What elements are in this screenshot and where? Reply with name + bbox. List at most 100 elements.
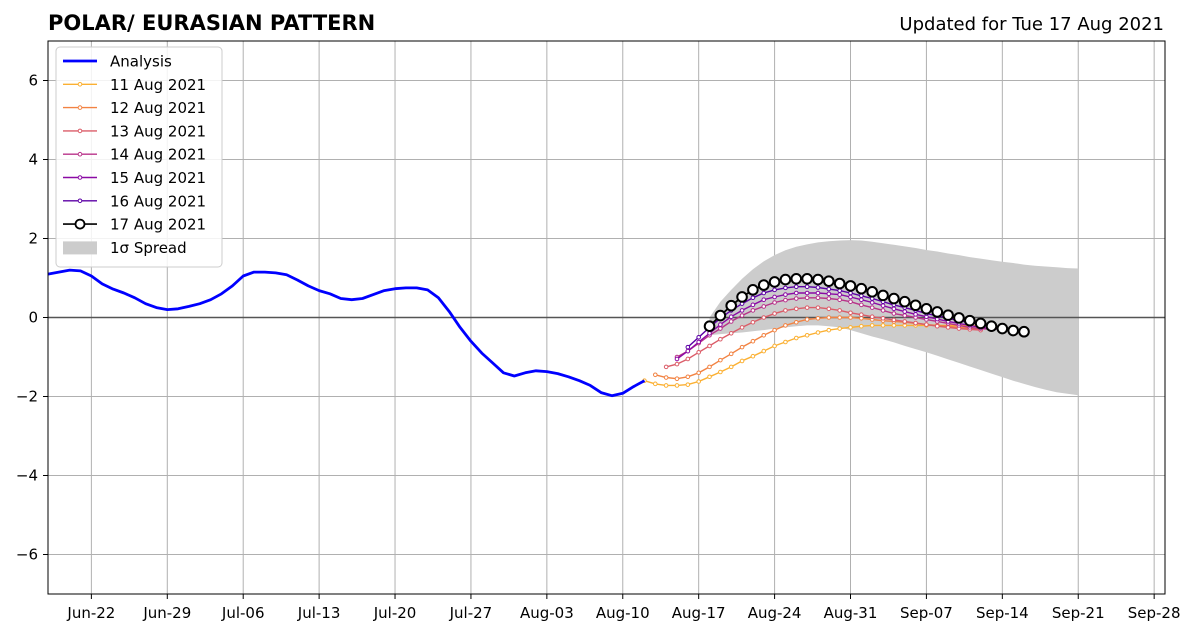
forecast-point [696, 339, 701, 345]
x-tick-label: Aug-24 [748, 604, 802, 622]
forecast-point [801, 272, 813, 285]
forecast-point [1018, 325, 1030, 338]
forecast-point [826, 327, 832, 333]
forecast-point [783, 323, 788, 328]
forecast-point [942, 309, 954, 321]
forecast-point [913, 312, 918, 317]
forecast-point [804, 295, 810, 301]
forecast-point [880, 323, 886, 328]
legend-marker [77, 128, 83, 134]
forecast-point [783, 285, 788, 291]
forecast-point [859, 323, 864, 329]
forecast-point [761, 348, 767, 354]
forecast-point [696, 334, 701, 340]
x-tick-label: Jun-29 [142, 604, 191, 622]
legend: Analysis 11 Aug 2021 12 Aug 2021 13 Aug 202… [55, 46, 223, 268]
forecast-point [877, 289, 889, 302]
forecast-point [855, 282, 868, 295]
forecast-point [750, 308, 756, 313]
forecast-point [750, 338, 756, 344]
forecast-point [826, 296, 832, 301]
forecast-point [815, 315, 821, 321]
y-tick-label: −4 [16, 467, 38, 485]
forecast-point [728, 319, 734, 324]
forecast-point [880, 303, 886, 308]
forecast-point [663, 364, 669, 370]
forecast-point [815, 330, 821, 335]
legend-marker [77, 175, 83, 180]
forecast-point [815, 290, 821, 296]
legend-label: 11 Aug 2021 [110, 76, 206, 94]
forecast-point [793, 319, 799, 325]
forecast-point [772, 343, 777, 349]
x-tick-label: Aug-03 [520, 604, 574, 622]
forecast-point [750, 302, 756, 308]
forecast-point [833, 277, 846, 290]
legend-entry: 11 Aug 2021 [63, 76, 206, 94]
forecast-point [848, 299, 853, 305]
x-tick-label: Aug-31 [824, 604, 878, 622]
forecast-point [848, 315, 853, 320]
legend-marker [77, 82, 83, 87]
forecast-point [880, 308, 886, 313]
forecast-point [772, 287, 777, 293]
forecast-point [869, 323, 875, 328]
legend-label: 14 Aug 2021 [110, 146, 206, 164]
forecast-point [772, 300, 777, 305]
forecast-point [859, 302, 864, 308]
forecast-point [783, 339, 788, 345]
forecast-point [761, 315, 767, 320]
y-tick-label: 4 [28, 151, 38, 169]
forecast-point [772, 294, 777, 300]
forecast-point [891, 306, 897, 312]
forecast-point [902, 313, 908, 318]
legend-box [55, 46, 223, 268]
legend-label: 1σ Spread [110, 239, 187, 257]
forecast-series-6 [703, 272, 1030, 338]
x-tick-label: Jun-22 [66, 604, 115, 622]
forecast-point [696, 370, 701, 376]
forecast-point [815, 285, 821, 290]
forecast-point [837, 297, 842, 303]
forecast-point [739, 358, 745, 364]
forecast-point [953, 312, 965, 324]
legend-entry: 13 Aug 2021 [63, 122, 206, 140]
forecast-point [674, 383, 680, 388]
forecast-point [804, 317, 810, 322]
forecast-point [934, 323, 940, 329]
forecast-point [663, 375, 669, 380]
y-tick-label: 2 [28, 230, 38, 248]
legend-swatch [63, 241, 97, 255]
legend-marker [77, 151, 83, 157]
forecast-point [848, 310, 853, 316]
forecast-point [739, 308, 745, 313]
forecast-point [909, 299, 922, 312]
x-tick-label: Jul-27 [449, 604, 493, 622]
forecast-point [869, 300, 875, 305]
forecast-point [924, 322, 929, 327]
forecast-point [880, 315, 886, 321]
forecast-point [707, 343, 712, 349]
forecast-point [815, 305, 821, 310]
y-tick-label: 6 [28, 72, 38, 90]
forecast-series-2 [663, 305, 983, 370]
chart-title: POLAR/ EURASIAN PATTERN [48, 11, 375, 35]
forecast-point [1007, 324, 1019, 337]
forecast-point [902, 309, 908, 314]
forecast-point [761, 304, 767, 309]
forecast-point [793, 306, 799, 312]
forecast-point [913, 320, 918, 326]
forecast-point [772, 311, 777, 316]
forecast-point [696, 349, 701, 355]
forecast-point [793, 335, 799, 341]
forecast-point [772, 327, 777, 333]
forecast-point [790, 272, 803, 285]
forecast-point [996, 322, 1009, 335]
forecast-point [663, 383, 669, 388]
forecast-point [728, 314, 734, 320]
forecast-point [728, 364, 734, 370]
forecast-point [859, 297, 864, 303]
forecast-point [718, 357, 723, 363]
y-axis-ticks: 6 4 2 0 −2 −4 −6 [16, 72, 48, 564]
forecast-point [736, 291, 748, 303]
